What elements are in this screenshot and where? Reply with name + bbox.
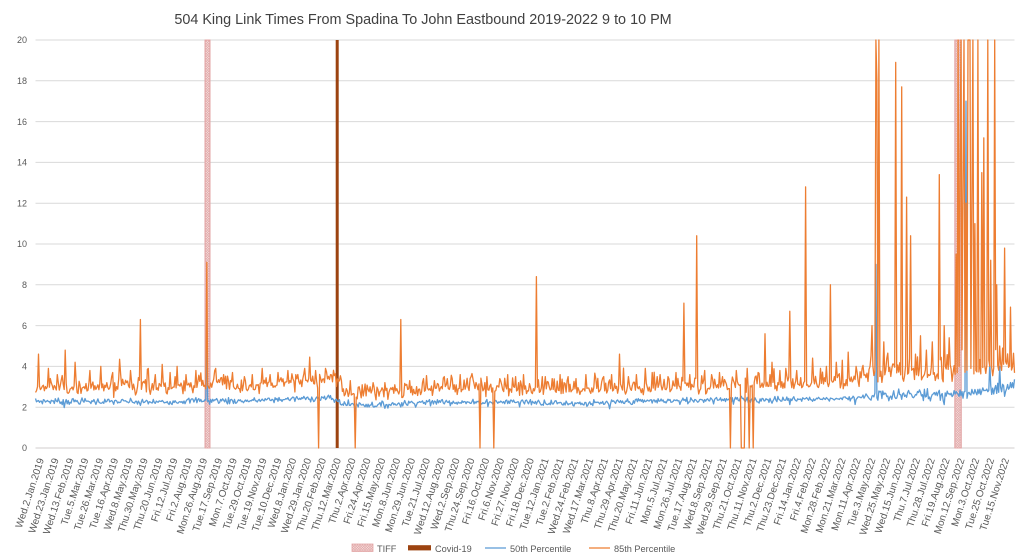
svg-text:8: 8 [22, 280, 27, 290]
svg-text:4: 4 [22, 362, 27, 372]
svg-text:50th Percentile: 50th Percentile [510, 544, 571, 554]
svg-text:0: 0 [22, 443, 27, 453]
svg-text:85th Percentile: 85th Percentile [614, 544, 675, 554]
svg-text:6: 6 [22, 321, 27, 331]
svg-text:18: 18 [17, 76, 27, 86]
svg-text:2: 2 [22, 402, 27, 412]
svg-text:TIFF: TIFF [377, 544, 397, 554]
svg-text:504 King Link Times From Spadi: 504 King Link Times From Spadina To John… [174, 12, 671, 28]
svg-text:Covid-19: Covid-19 [435, 544, 472, 554]
svg-text:16: 16 [17, 117, 27, 127]
svg-text:10: 10 [17, 239, 27, 249]
svg-text:20: 20 [17, 35, 27, 45]
svg-text:12: 12 [17, 198, 27, 208]
svg-text:14: 14 [17, 158, 27, 168]
